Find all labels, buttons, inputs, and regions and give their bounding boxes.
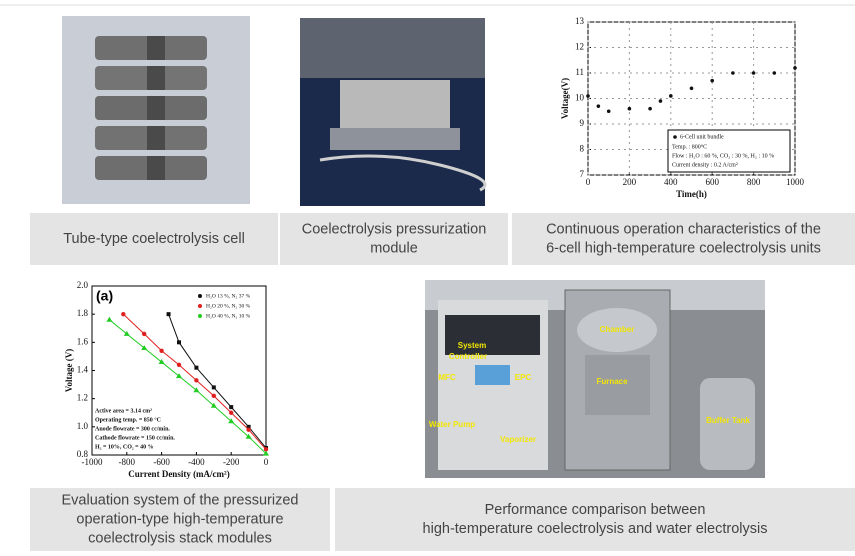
note: Flow : H₂O : 60 %, CO₂ : 30 %, H₂ : 10 % — [672, 153, 774, 159]
x-tick-label: 1000 — [786, 177, 805, 187]
x-tick-label: -800 — [119, 457, 136, 467]
equipment-label: MFC — [438, 373, 456, 382]
y-axis-label: Voltage(V) — [560, 78, 570, 119]
note: Anode flowrate = 300 cc/min. — [95, 426, 170, 432]
y-axis-label: Voltage (V) — [64, 349, 74, 392]
note: H₂ = 10%, CO₂ = 40 % — [95, 444, 154, 450]
y-tick-label: 1.4 — [77, 365, 89, 375]
equipment-label: Chamber — [600, 325, 635, 334]
caption-line: module — [370, 240, 418, 256]
point — [597, 104, 601, 108]
legend-label: H₂O 40 %, N₂ 10 % — [206, 313, 251, 319]
point — [586, 94, 590, 98]
y-tick-label: 10 — [575, 93, 585, 103]
y-tick-label: 1.0 — [77, 421, 89, 431]
point — [121, 312, 125, 316]
point — [194, 378, 198, 382]
x-axis-label: Time(h) — [676, 189, 707, 199]
y-tick-label: 2.0 — [77, 280, 89, 290]
equipment-label: Furnace — [596, 377, 628, 386]
equipment-label: Controller — [449, 352, 487, 361]
legend-marker — [673, 135, 677, 139]
x-tick-label: 400 — [664, 177, 678, 187]
caption-line: coelectrolysis stack modules — [88, 530, 272, 546]
note: Active area = 3.14 cm² — [95, 408, 152, 414]
legend-marker — [198, 314, 202, 318]
y-tick-label: 1.6 — [77, 336, 89, 346]
point — [159, 349, 163, 353]
point — [212, 394, 216, 398]
point — [607, 109, 611, 113]
point — [212, 385, 216, 389]
point — [731, 71, 735, 75]
y-tick-label: 1.2 — [77, 393, 88, 403]
note: Temp. : 800°C — [672, 143, 707, 150]
point — [710, 79, 714, 83]
note: Cathode flowrate = 150 cc/min. — [95, 435, 175, 441]
y-tick-label: 13 — [575, 16, 585, 26]
y-tick-label: 0.8 — [77, 449, 89, 459]
caption-box — [335, 488, 855, 551]
note: Current density : 0.2 A/cm² — [672, 162, 738, 168]
y-tick-label: 9 — [580, 118, 585, 128]
x-tick-label: -600 — [153, 457, 170, 467]
point — [793, 66, 797, 70]
equipment-label: Buffer Tank — [706, 416, 750, 425]
note: Operating temp. = 850 °C — [95, 416, 161, 423]
point — [229, 405, 233, 409]
legend-marker — [198, 294, 202, 298]
point — [177, 363, 181, 367]
x-tick-label: -200 — [223, 457, 240, 467]
legend-label: 6-Cell unit bundle — [680, 134, 724, 140]
caption-line: Performance comparison between — [485, 502, 706, 518]
equipment-label: EPC — [515, 373, 532, 382]
y-tick-label: 1.8 — [77, 308, 89, 318]
equipment-label: Water Pump — [429, 420, 475, 429]
equipment-label: System — [458, 341, 486, 350]
point — [229, 411, 233, 415]
point — [669, 94, 673, 98]
point — [246, 427, 250, 431]
y-tick-label: 11 — [575, 67, 584, 77]
x-tick-label: 0 — [264, 457, 269, 467]
legend-label: H₂O 20 %, N₂ 30 % — [206, 303, 251, 309]
point — [690, 87, 694, 91]
x-tick-label: 600 — [705, 177, 719, 187]
y-tick-label: 12 — [575, 42, 584, 52]
tube-photo — [62, 16, 250, 204]
caption-line: 6-cell high-temperature coelectrolysis u… — [546, 240, 821, 256]
x-tick-label: 0 — [586, 177, 591, 187]
legend-label: H₂O 13 %, N₂ 37 % — [206, 293, 251, 299]
page: 0 200 400 600 800 1000 7 8 9 10 11 12 13 Time(h) Volta… — [0, 0, 855, 551]
point — [167, 312, 171, 316]
caption-line: operation-type high-temperature — [76, 511, 283, 527]
caption-line: Coelectrolysis pressurization — [302, 221, 487, 237]
y-tick-label: 8 — [580, 144, 585, 154]
point — [628, 107, 632, 111]
x-tick-label: -400 — [188, 457, 205, 467]
panel-label: (a) — [96, 288, 113, 304]
module-photo — [300, 18, 485, 206]
caption-line: Tube-type coelectrolysis cell — [63, 231, 245, 247]
point — [142, 332, 146, 336]
legend-marker — [198, 304, 202, 308]
y-tick-label: 7 — [580, 169, 585, 179]
system-photo — [425, 280, 765, 478]
point — [648, 107, 652, 111]
point — [659, 99, 663, 103]
x-axis-label: Current Density (mA/cm²) — [128, 469, 230, 479]
x-tick-label: 200 — [623, 177, 637, 187]
x-tick-label: 800 — [747, 177, 761, 187]
point — [177, 340, 181, 344]
point — [194, 366, 198, 370]
caption-line: high-temperature coelectrolysis and wate… — [423, 521, 768, 537]
equipment-label: Vaporizer — [500, 435, 536, 444]
point — [752, 71, 756, 75]
caption-line: Continuous operation characteristics of … — [546, 221, 821, 237]
point — [773, 71, 777, 75]
caption-line: Evaluation system of the pressurized — [62, 492, 299, 508]
